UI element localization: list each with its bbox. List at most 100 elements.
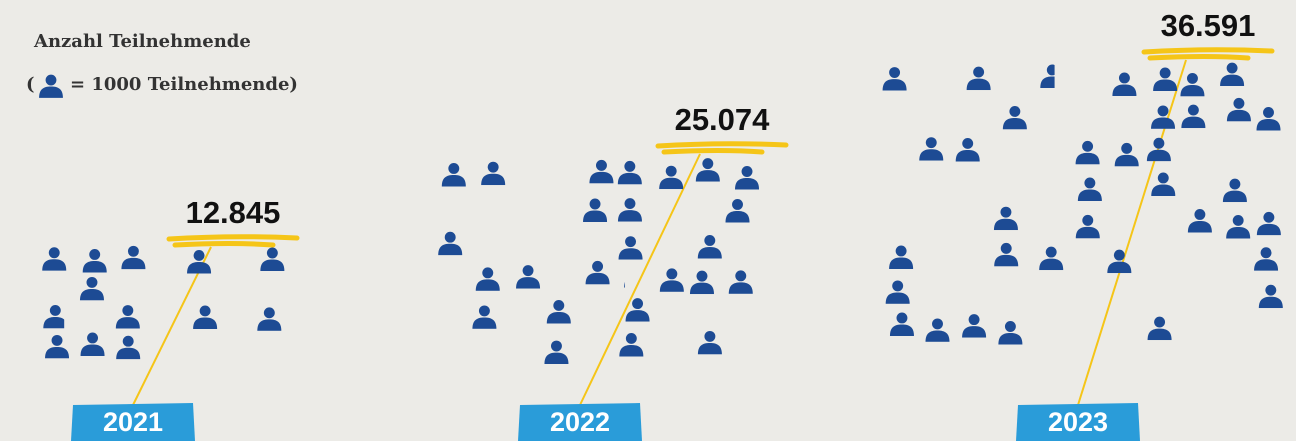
person-icon (735, 166, 760, 190)
person-icon (1181, 104, 1206, 129)
person-shape (617, 198, 642, 222)
person-icon (1187, 209, 1212, 233)
person-shape (193, 305, 218, 329)
person-icon (475, 267, 500, 291)
person-shape (1153, 67, 1178, 91)
label-underline (655, 141, 789, 155)
value-label: 25.074 (675, 102, 771, 137)
person-icon (42, 247, 67, 271)
person-shape (43, 304, 65, 329)
person-shape (919, 137, 944, 161)
person-shape (1187, 209, 1212, 233)
person-shape (619, 332, 644, 357)
person-icon (115, 305, 140, 329)
person-shape (617, 160, 642, 185)
person-icon (1039, 246, 1064, 271)
person-shape (544, 340, 569, 365)
person-icon (1077, 177, 1102, 201)
person-shape (589, 159, 614, 184)
legend-icon (39, 74, 63, 98)
person-icon (1254, 247, 1279, 271)
person-shape (116, 335, 141, 360)
person-icon (583, 198, 608, 223)
person-shape (689, 270, 714, 295)
person-shape (1075, 140, 1100, 165)
person-icon (1075, 140, 1100, 165)
legend-person (39, 74, 63, 98)
person-shape (659, 268, 684, 292)
person-icon (193, 305, 218, 329)
person-icon (889, 312, 914, 336)
value-label: 36.591 (1161, 8, 1256, 43)
person-shape (955, 137, 980, 162)
person-shape (481, 161, 506, 186)
person-icon (1002, 105, 1027, 130)
year-badge (1016, 403, 1140, 441)
person-shape (1254, 247, 1279, 271)
person-icon (80, 332, 105, 356)
person-shape (121, 245, 146, 270)
year-badge (518, 403, 642, 441)
person-shape (1039, 246, 1064, 271)
person-icon (481, 161, 506, 186)
person-icon (889, 245, 914, 269)
person-shape (1181, 104, 1206, 129)
person-shape (115, 305, 140, 329)
person-shape (441, 163, 466, 187)
person-icon (1147, 316, 1172, 341)
person-shape (546, 299, 571, 324)
legend-open: ( (26, 74, 35, 95)
person-shape (79, 276, 104, 301)
person-shape (885, 280, 910, 304)
person-icon (697, 330, 722, 355)
person-shape (728, 270, 753, 294)
person-shape (1114, 142, 1139, 167)
year-label: 2022 (550, 407, 610, 437)
person-shape (618, 236, 643, 260)
person-icon (257, 307, 282, 331)
person-icon (260, 247, 285, 272)
person-shape (882, 67, 907, 91)
person-shape (1151, 172, 1176, 196)
person-shape (80, 332, 105, 356)
person-shape (1222, 178, 1247, 203)
person-icon (659, 165, 684, 190)
person-shape (993, 206, 1018, 231)
person-icon (728, 270, 753, 294)
person-icon (121, 245, 146, 270)
person-shape (889, 312, 914, 336)
person-icon (617, 198, 642, 222)
person-icon (966, 66, 991, 91)
person-icon (659, 268, 684, 292)
person-shape (966, 66, 991, 91)
year-label: 2021 (103, 407, 163, 437)
person-icon (516, 265, 541, 289)
person-shape (695, 158, 720, 182)
person-icon (624, 264, 625, 288)
person-shape (475, 267, 500, 291)
person-shape (998, 321, 1023, 345)
person-shape (585, 260, 610, 285)
person-shape (1002, 105, 1027, 130)
person-icon (994, 242, 1019, 267)
person-icon (82, 249, 107, 273)
person-icon (116, 335, 141, 360)
person-shape (725, 199, 750, 223)
person-icon (919, 137, 944, 161)
person-icon (1107, 249, 1132, 274)
year-label: 2023 (1048, 407, 1108, 437)
person-icon (725, 199, 750, 223)
person-icon (1180, 72, 1205, 97)
person-icon (1256, 107, 1281, 131)
person-shape (659, 165, 684, 190)
person-icon (472, 305, 497, 329)
label-underline (1141, 47, 1275, 61)
person-shape (1226, 97, 1251, 122)
person-shape (516, 265, 541, 289)
person-icon (885, 280, 910, 304)
person-shape (1180, 72, 1205, 97)
person-icon (998, 321, 1023, 345)
person-icon (1220, 62, 1245, 87)
person-icon (544, 340, 569, 365)
person-shape (1220, 62, 1245, 87)
